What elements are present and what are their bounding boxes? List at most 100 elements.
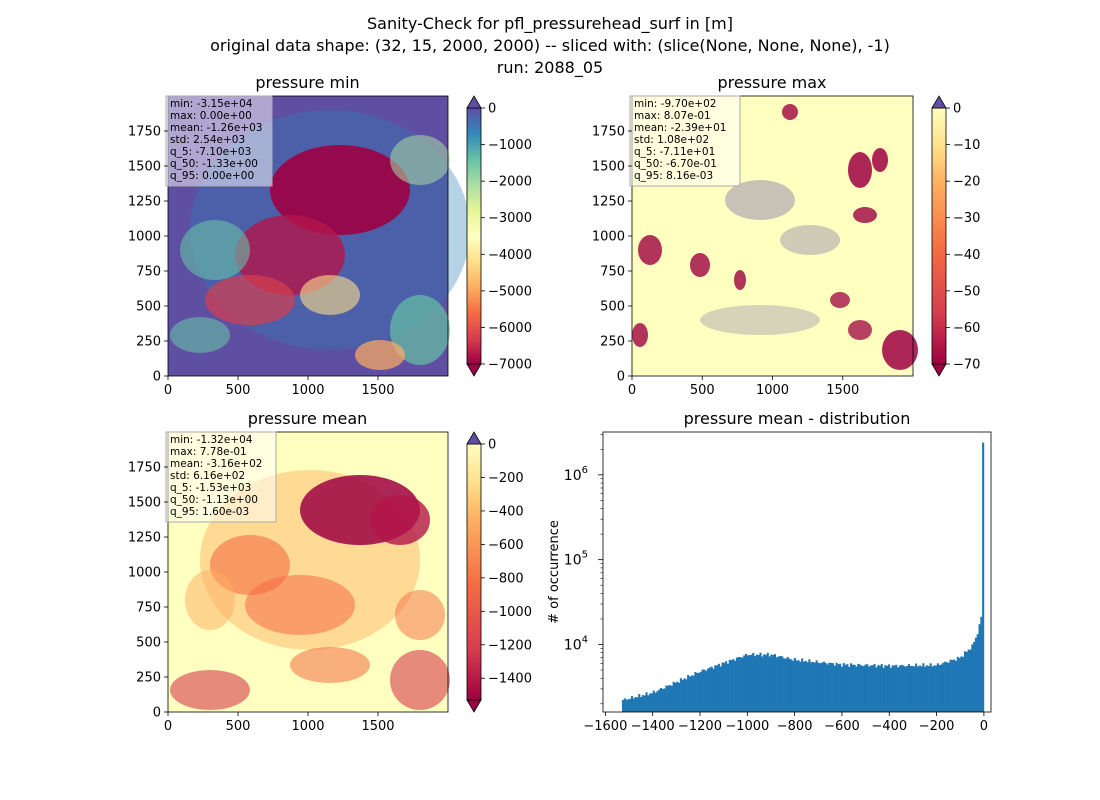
histogram-bar [683,678,686,712]
histogram-bar [793,657,796,712]
histogram-bar [920,666,923,712]
histogram-bar [632,698,635,712]
histogram-bar [906,666,909,712]
x-tick-label: 500 [226,719,251,734]
histogram-bar [846,664,849,712]
histogram-bar [897,667,900,712]
histogram-bar [708,667,711,712]
histogram-bar [927,666,930,712]
histogram-bar [694,672,697,712]
histogram-bar [976,634,979,712]
x-tick-label: −1200 [678,719,722,734]
histogram-bar [909,666,912,712]
histogram-bar [744,653,748,712]
histogram-bar [942,662,945,712]
stat-min: min: -3.15e+04 [170,98,253,110]
histogram-bar [822,661,825,712]
histogram-bar [652,690,655,712]
histogram-bar [621,700,625,712]
x-tick-label: 1000 [291,719,324,734]
y-axis: 0 250 500 750 1000 1250 1500 1750 [128,461,168,721]
histogram-bar [936,663,939,712]
histogram-bar [931,666,934,712]
y-tick-label: 750 [600,265,625,280]
histogram-bar [746,655,749,712]
colorbar-tick-label: −6000 [488,321,532,336]
histogram-bar [898,665,901,712]
histogram-bar [848,666,851,712]
stat-q5: q_5: -7.10e+03 [170,146,251,158]
histogram-bar [754,656,757,712]
histogram-bar [759,652,762,712]
y-tick-label: 250 [136,671,161,686]
histogram-bar [770,654,773,712]
histogram-bar [837,664,840,712]
histogram-bar [763,654,766,712]
histogram-bar [962,656,965,712]
histogram-bar [811,661,815,712]
y-tick-label: 0 [153,370,161,385]
histogram-bar [868,666,871,712]
stat-q50: q_50: -1.33e+00 [170,158,258,170]
histogram-bar [739,657,742,712]
x-tick-label: −600 [824,719,860,734]
histogram-bar [960,656,963,712]
histogram-bar [730,660,733,712]
histogram-bar [902,665,905,712]
histogram-bar [969,649,972,712]
panel-pressure-min: pressure min min: -3.15e+04 max: 0.00e+0… [128,73,532,398]
histogram-bar [663,688,666,712]
y-tick-label: 1250 [128,531,161,546]
histogram-bar [882,667,885,712]
y-tick-label: 1750 [128,461,161,476]
histogram-bar [716,665,719,712]
histogram-bars [621,442,985,712]
x-tick-label: 0 [628,383,636,398]
y-tick-label: 1250 [592,195,625,210]
y-tick-label: 1000 [128,230,161,245]
histogram-bar [958,658,961,712]
histogram-bar [706,668,710,712]
histogram-bar [869,665,872,712]
histogram-bar [781,656,784,712]
histogram-bar [907,664,910,712]
stat-q50: q_50: -1.13e+00 [170,494,258,506]
histogram-bar [929,663,932,712]
histogram-bar [725,661,728,712]
histogram-bar [821,662,824,712]
colorbar-tick-label: −50 [953,284,980,299]
heatmap-image [168,96,470,376]
histogram-bar [826,664,829,712]
x-tick-label: 500 [226,383,251,398]
histogram-bar [643,695,646,712]
y-axis: 0 250 500 750 1000 1250 1500 1750 [592,125,632,385]
stat-q95: q_95: 0.00e+00 [170,170,254,182]
histogram-bar [949,659,952,712]
histogram-bar [913,666,916,712]
stats-box: min: -1.32e+04 max: 7.78e-01 mean: -3.16… [165,431,277,523]
histogram-bar [768,656,771,712]
y-axis: 0 250 500 750 1000 1250 1500 1750 [128,125,168,385]
colorbar-tick-label: −20 [953,175,980,190]
y-tick-label: 105 [564,550,588,569]
colorbar: 0 −200 −400 −600 −800 −1000 −1200 −1400 [466,431,532,713]
colorbar-tick-label: 0 [953,102,961,117]
histogram-bar [844,664,847,712]
histogram-bar [630,696,634,712]
histogram-bar [790,659,793,712]
histogram-bar [743,655,746,712]
stat-mean: mean: -1.26e+03 [170,122,262,134]
histogram-bar [629,698,632,712]
histogram-bar [817,662,820,712]
histogram-bar [641,695,644,712]
histogram-bar [915,663,918,712]
stat-max: max: 8.07e-01 [634,110,711,122]
y-tick-label: 250 [136,335,161,350]
colorbar-tick-label: −1000 [488,138,532,153]
histogram-bar [954,660,958,712]
colorbar-tick-label: −60 [953,321,980,336]
x-tick-label: 500 [690,383,715,398]
histogram-bar [859,664,862,712]
histogram-bar [953,659,956,712]
